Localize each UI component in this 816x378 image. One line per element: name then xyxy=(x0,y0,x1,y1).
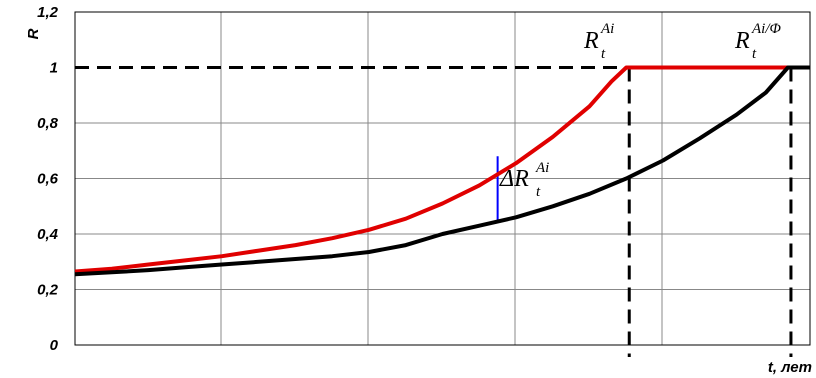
annotation-r-ai: R Ai t xyxy=(583,21,614,62)
svg-text:t: t xyxy=(601,46,606,62)
svg-text:t: t xyxy=(536,184,541,200)
series-group xyxy=(74,65,810,277)
y-tick-labels: 0 0,2 0,4 0,6 0,8 1 1,2 xyxy=(37,4,59,354)
grid xyxy=(74,11,811,346)
svg-text:R: R xyxy=(583,28,599,54)
svg-text:Ai: Ai xyxy=(600,21,614,37)
svg-text:ΔR: ΔR xyxy=(499,166,529,192)
y-tick-label: 0,6 xyxy=(37,171,59,188)
y-tick-label: 1,2 xyxy=(37,4,59,21)
reference-lines xyxy=(75,66,793,357)
svg-text:R: R xyxy=(734,28,750,54)
x-axis-label: t, лет xyxy=(768,359,812,376)
annotation-delta-r: ΔR Ai t xyxy=(499,160,549,200)
y-tick-label: 1 xyxy=(50,60,58,77)
svg-text:Ai/Φ: Ai/Φ xyxy=(751,21,781,37)
series-line-black xyxy=(74,65,810,277)
y-tick-label: 0,8 xyxy=(37,115,59,132)
y-tick-label: 0,4 xyxy=(37,226,59,243)
svg-text:Ai: Ai xyxy=(535,160,549,176)
y-tick-label: 0,2 xyxy=(37,282,59,299)
y-axis-label: R xyxy=(25,28,42,39)
annotation-r-aif: R Ai/Φ t xyxy=(734,21,781,62)
series-line-red xyxy=(74,65,810,274)
y-tick-label: 0 xyxy=(50,337,59,354)
plot-border xyxy=(74,11,811,346)
svg-text:t: t xyxy=(752,46,757,62)
